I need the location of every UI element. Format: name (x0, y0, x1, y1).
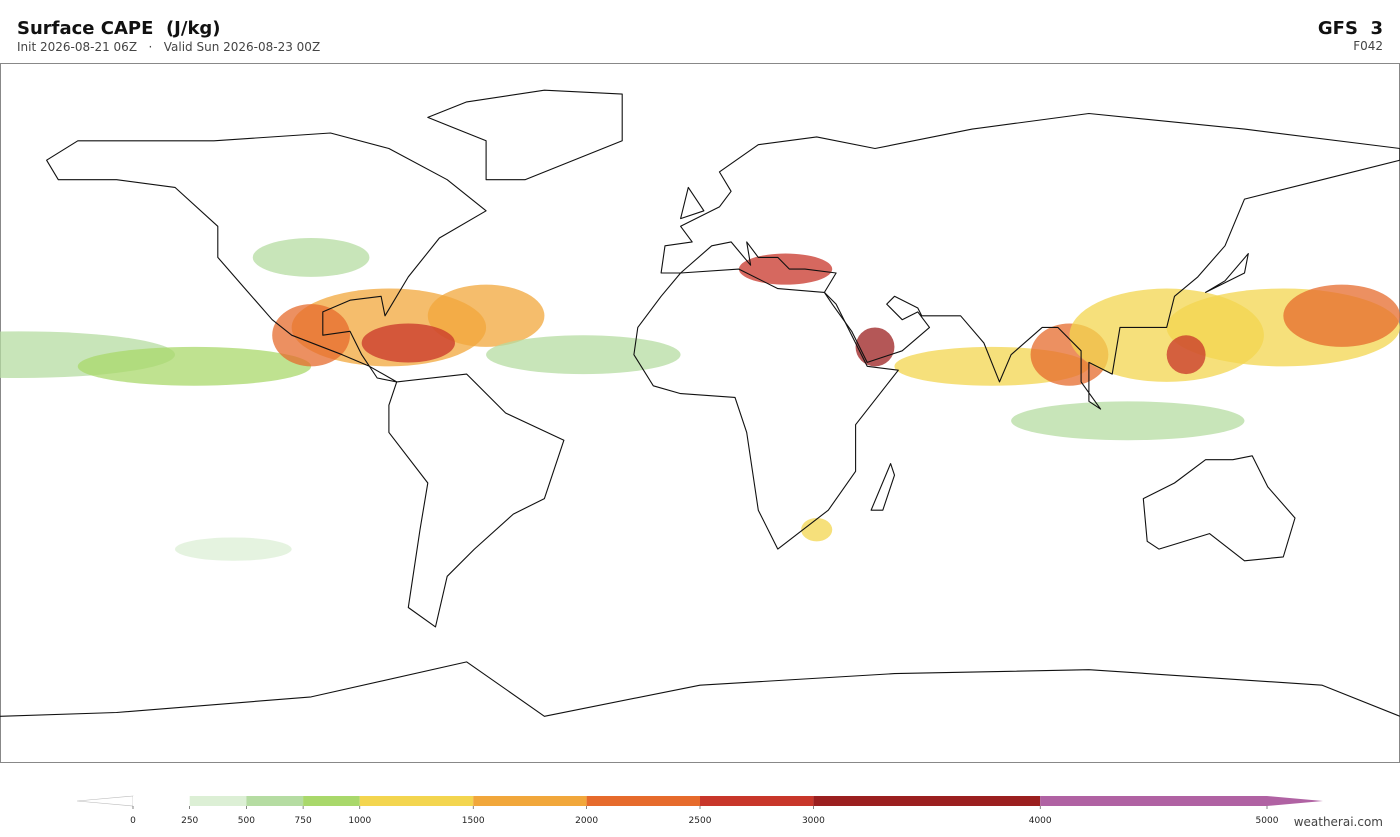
cape-area (272, 304, 350, 367)
colorbar-label: 2000 (575, 816, 598, 826)
watermark: weatherai.com (1294, 815, 1383, 829)
coastline (427, 89, 623, 181)
coastline (46, 132, 487, 383)
colorbar-label: 3000 (802, 816, 825, 826)
coastline (1205, 253, 1249, 293)
colorbar-segment (246, 796, 304, 806)
model: GFS 3 (1318, 18, 1383, 39)
colorbar-label: 5000 (1256, 816, 1279, 826)
forecast-hour: F042 (1353, 39, 1383, 53)
coastline (1142, 455, 1296, 562)
colorbar-segment (586, 796, 700, 806)
colorbar-label: 1000 (348, 816, 371, 826)
colorbar-label: 250 (181, 816, 198, 826)
coastline (870, 463, 896, 511)
colorbar-segment (359, 796, 474, 806)
cape-area (1011, 401, 1245, 441)
cape-area (77, 346, 312, 386)
cape-area (361, 323, 455, 363)
cape-area (1166, 335, 1206, 375)
colorbar-segment (189, 796, 247, 806)
coastline (680, 186, 705, 220)
colorbar-segment (700, 796, 814, 806)
colorbar-segment (303, 796, 360, 806)
colorbar: 0 250 500 750 1000 1500 2000 2500 3000 4000 5000 (76, 795, 1323, 826)
coastline (388, 373, 565, 628)
colorbar-label: 2500 (689, 816, 712, 826)
colorbar-label: 0 (130, 816, 136, 826)
cape-area (252, 237, 370, 277)
colorbar-label: 500 (238, 816, 255, 826)
colorbar-label: 4000 (1029, 816, 1052, 826)
cape-area (1283, 284, 1400, 347)
coastlines (0, 89, 1400, 717)
colorbar-label: 1500 (462, 816, 485, 826)
coastline (660, 112, 1400, 410)
colorbar-segment (473, 796, 587, 806)
colorbar-segment (813, 796, 1041, 806)
cape-area (801, 518, 833, 542)
cape-area (486, 335, 681, 375)
colorbar-segment (133, 796, 190, 806)
cape-area (738, 253, 833, 285)
colorbar-over (1267, 796, 1323, 806)
coastline (633, 268, 899, 550)
cape-area (855, 327, 895, 367)
subtitle: Init 2026-08-21 06Z · Valid Sun 2026-08-… (17, 40, 320, 54)
cape-area (427, 284, 545, 347)
coastline (0, 661, 1400, 717)
colorbar-under (76, 795, 134, 807)
colorbar-segment (1040, 796, 1267, 806)
cape-area (174, 537, 292, 561)
colorbar-label: 750 (295, 816, 312, 826)
title: Surface CAPE (J/kg) (17, 18, 221, 39)
